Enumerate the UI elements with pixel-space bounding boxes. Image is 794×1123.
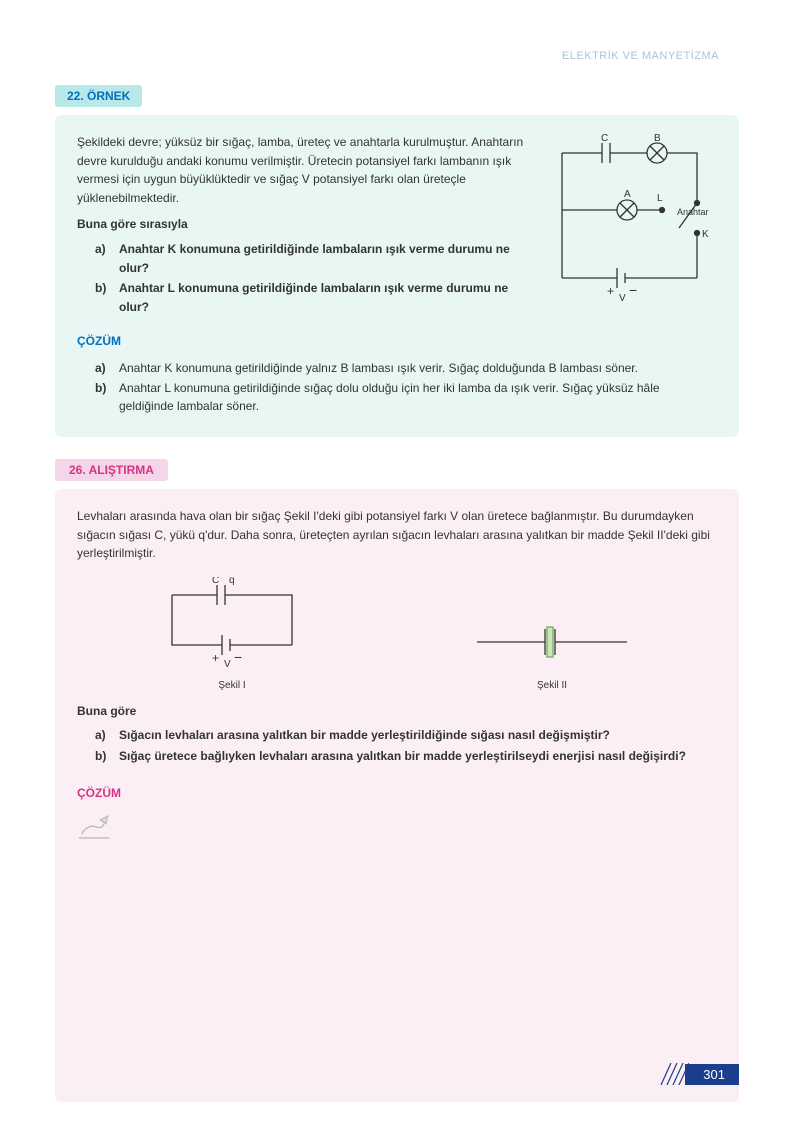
exercise-box: Levhaları arasında hava olan bir sığaç Ş… (55, 489, 739, 1102)
circuit-diagram: C B A L K Anahtar + − V (547, 133, 717, 303)
fig1-label: Şekil I (157, 678, 307, 694)
fig2-label: Şekil II (467, 678, 637, 694)
ex-qb-text: Sığaç üretece bağlıyken levhaları arasın… (119, 747, 686, 766)
example-badge: 22. ÖRNEK (55, 85, 142, 107)
figure-2 (467, 617, 637, 667)
page-number: 301 (685, 1064, 739, 1085)
label-k: K (702, 229, 709, 240)
sb-label: b) (95, 379, 113, 415)
label-c: C (601, 133, 608, 144)
label-b: B (654, 133, 661, 144)
sa-label: a) (95, 359, 113, 377)
sb-text: Anahtar L konumuna getirildiğinde sığaç … (119, 379, 717, 415)
f1-q: q (229, 577, 235, 586)
figure-1: C q + − V (157, 577, 307, 667)
exercise-badge: 26. ALIŞTIRMA (55, 459, 168, 481)
ex-qb-label: b) (95, 747, 113, 766)
solution-header: ÇÖZÜM (77, 332, 717, 351)
qb-label: b) (95, 279, 113, 316)
qa-text: Anahtar K konumuna getirildiğinde lambal… (119, 240, 527, 277)
chapter-header: ELEKTRİK VE MANYETİZMA (562, 50, 719, 62)
f1-v: V (224, 659, 231, 667)
label-minus: − (629, 282, 637, 298)
qb-text: Anahtar L konumuna getirildiğinde lambal… (119, 279, 527, 316)
sa-text: Anahtar K konumuna getirildiğinde yalnız… (119, 359, 638, 377)
f1-plus: + (212, 651, 219, 665)
label-switch: Anahtar (677, 207, 709, 217)
example-box: Şekildeki devre; yüksüz bir sığaç, lamba… (55, 115, 739, 437)
label-v: V (619, 293, 626, 303)
example-intro: Şekildeki devre; yüksüz bir sığaç, lamba… (77, 133, 527, 207)
qa-label: a) (95, 240, 113, 277)
label-l: L (657, 193, 663, 204)
label-a: A (624, 189, 631, 200)
label-plus: + (607, 284, 614, 298)
f1-minus: − (234, 649, 242, 665)
exercise-prompt: Buna göre (77, 702, 717, 721)
exercise-solution-header: ÇÖZÜM (77, 784, 717, 803)
example-prompt: Buna göre sırasıyla (77, 215, 527, 234)
exercise-intro: Levhaları arasında hava olan bir sığaç Ş… (77, 507, 717, 563)
ex-qa-label: a) (95, 726, 113, 745)
f1-c: C (212, 577, 219, 586)
ex-qa-text: Sığacın levhaları arasına yalıtkan bir m… (119, 726, 610, 745)
write-icon (77, 814, 113, 842)
